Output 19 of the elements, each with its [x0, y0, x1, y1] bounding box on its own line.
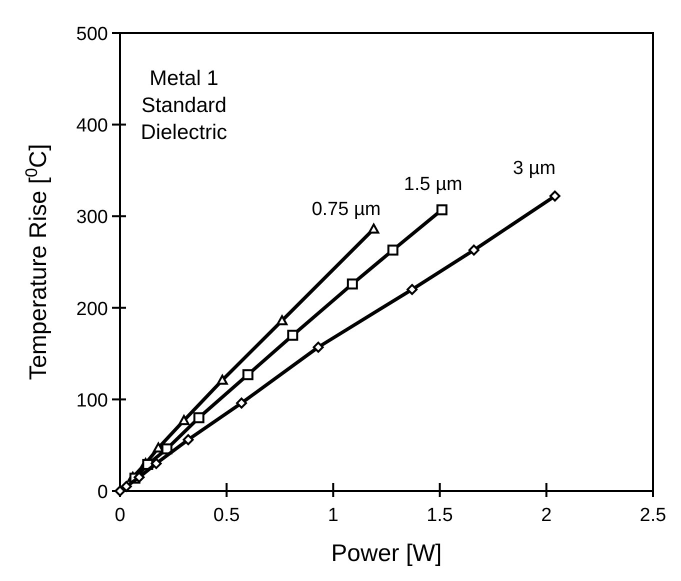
x-tick-label: 1 [328, 505, 338, 526]
y-tick-label: 500 [76, 24, 108, 45]
x-tick-label: 0.5 [213, 505, 240, 526]
x-tick-label: 2 [541, 505, 552, 526]
y-tick-label: 400 [76, 116, 108, 137]
x-axis-title: Power [W] [331, 540, 442, 567]
series-label: 1.5 µm [404, 174, 462, 195]
y-tick-label: 0 [97, 482, 108, 503]
annotation: Standard [141, 94, 227, 117]
y-tick-label: 100 [76, 390, 108, 412]
y-tick-label: 200 [76, 298, 108, 320]
series-label: 0.75 µm [312, 199, 381, 220]
series-label: 3 µm [512, 158, 556, 180]
annotation: Metal 1 [150, 67, 218, 90]
x-tick-label: 2.5 [640, 505, 666, 526]
annotation: Dielectric [140, 121, 228, 144]
x-tick-label: 0 [114, 505, 126, 526]
y-tick-label: 300 [76, 207, 108, 228]
x-tick-label: 1.5 [426, 505, 454, 526]
